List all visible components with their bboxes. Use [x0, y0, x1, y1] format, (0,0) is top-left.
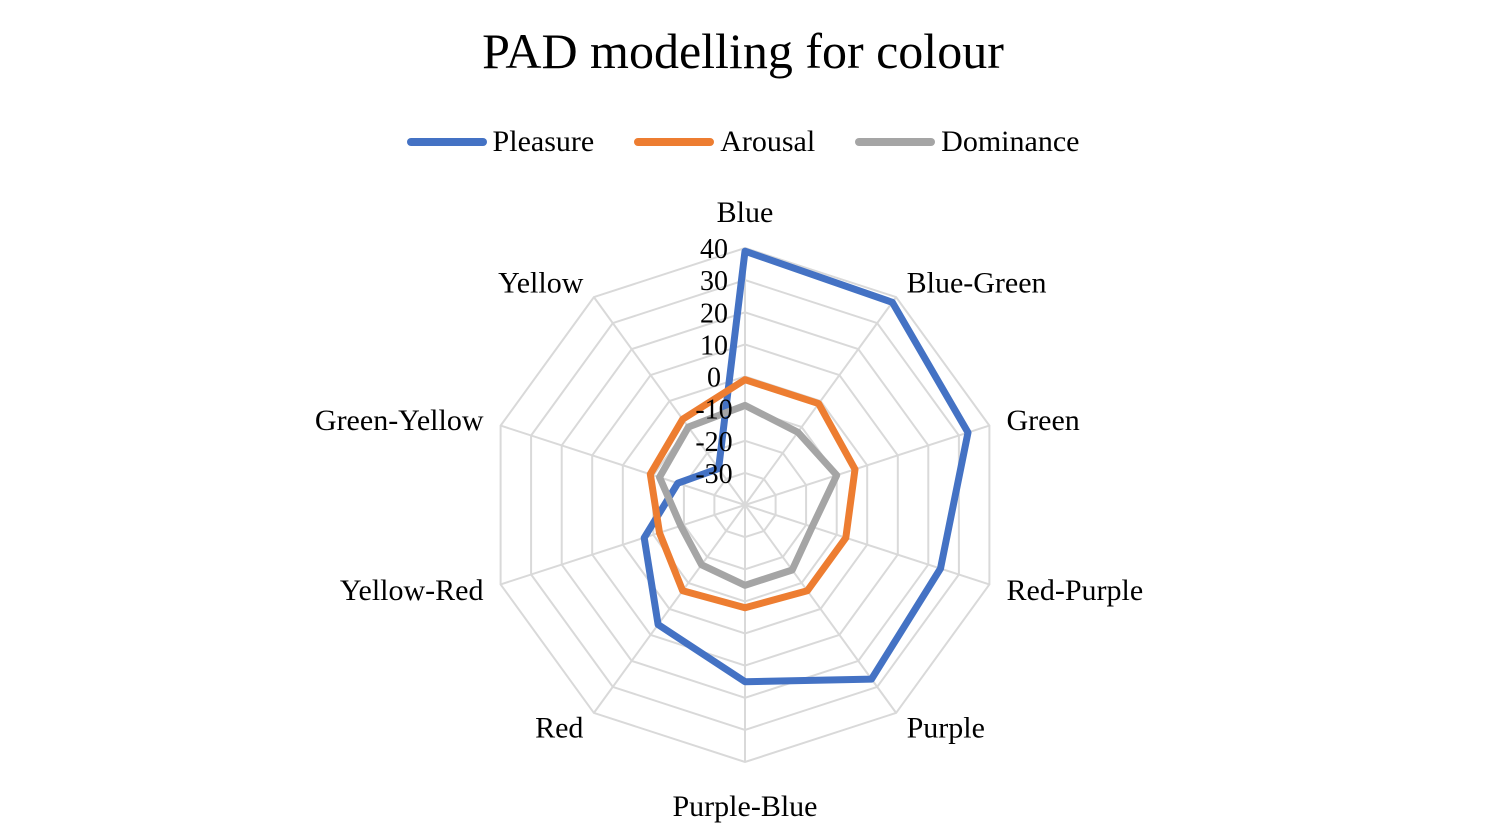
- legend-item-arousal: Arousal: [634, 125, 815, 159]
- tick-label: 0: [707, 363, 721, 394]
- grid-spoke: [593, 504, 746, 714]
- tick-label: 20: [700, 298, 728, 329]
- grid-spoke: [744, 504, 990, 586]
- legend-swatch-pleasure: [406, 138, 487, 146]
- radar-series-layer: [640, 247, 972, 686]
- legend-item-pleasure: Pleasure: [406, 125, 595, 159]
- category-label-purple-blue: Purple-Blue: [673, 790, 818, 823]
- legend-label-dominance: Dominance: [941, 125, 1080, 158]
- chart-title: PAD modelling for colour: [482, 23, 1004, 79]
- category-label-blue: Blue: [717, 196, 774, 229]
- category-label-yellow-red: Yellow-Red: [340, 574, 484, 607]
- series-line-arousal: [646, 376, 859, 612]
- tick-label: -10: [695, 395, 732, 426]
- tick-label: 30: [700, 266, 728, 297]
- tick-label: 10: [700, 330, 728, 361]
- legend-swatch-arousal: [634, 138, 715, 146]
- category-label-red-purple: Red-Purple: [1007, 574, 1144, 607]
- category-label-blue-green: Blue-Green: [907, 267, 1047, 300]
- series-line-pleasure: [640, 247, 972, 686]
- legend: Pleasure Arousal Dominance: [0, 122, 1486, 162]
- category-label-green: Green: [1007, 404, 1080, 437]
- category-label-red: Red: [535, 712, 583, 745]
- legend-item-dominance: Dominance: [855, 125, 1079, 159]
- legend-label-pleasure: Pleasure: [492, 125, 595, 158]
- tick-label: -20: [695, 427, 732, 458]
- category-label-yellow: Yellow: [498, 267, 584, 300]
- tick-label: -30: [695, 459, 732, 490]
- category-label-purple: Purple: [907, 712, 985, 745]
- category-label-green-yellow: Green-Yellow: [315, 404, 484, 437]
- radar-category-labels: Blue Blue-Green Green Red-Purple Purple Purpl…: [315, 196, 1143, 823]
- legend-swatch-dominance: [855, 138, 936, 146]
- grid-spoke: [500, 504, 746, 586]
- legend-label-arousal: Arousal: [720, 125, 816, 158]
- grid-spoke: [744, 424, 990, 506]
- series-line-dominance: [656, 401, 841, 589]
- grid-spoke: [500, 424, 746, 506]
- tick-label: 40: [700, 234, 728, 265]
